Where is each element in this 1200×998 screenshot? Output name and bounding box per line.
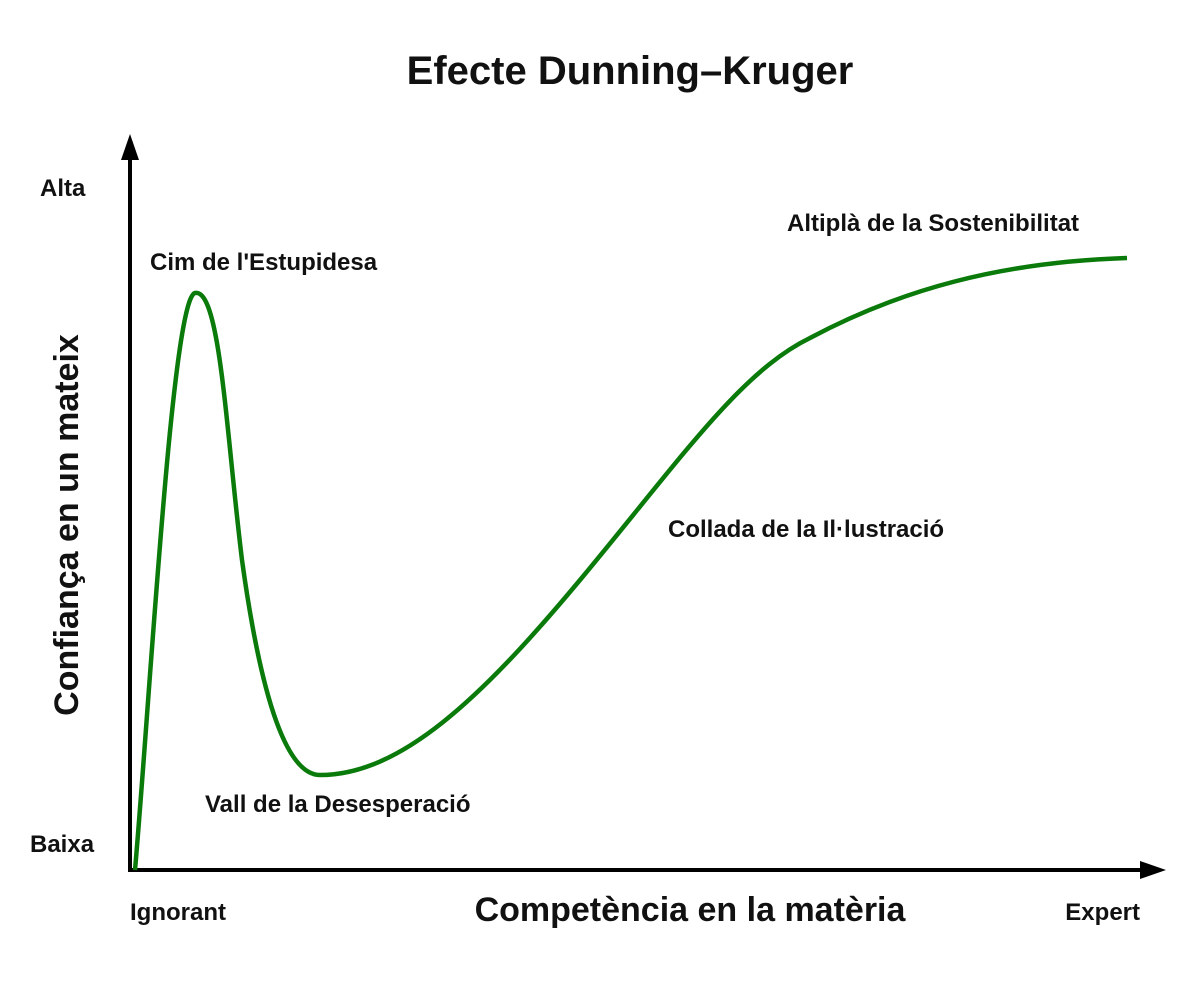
x-low-label: Ignorant xyxy=(130,899,226,926)
annotation: Vall de la Desesperació xyxy=(205,791,471,818)
y-axis-title: Confiança en un mateix xyxy=(48,334,86,716)
annotation: Altiplà de la Sostenibilitat xyxy=(787,210,1079,237)
y-axis-arrow xyxy=(121,134,139,160)
y-low-label: Baixa xyxy=(30,831,95,858)
confidence-curve xyxy=(132,255,1128,871)
x-axis-title: Competència en la matèria xyxy=(475,891,907,929)
x-axis-arrow xyxy=(1140,861,1166,879)
annotation: Collada de la Il·lustració xyxy=(668,516,944,543)
x-high-label: Expert xyxy=(1065,899,1140,926)
y-high-label: Alta xyxy=(40,175,86,202)
annotation: Cim de l'Estupidesa xyxy=(150,249,378,276)
title: Efecte Dunning–Kruger xyxy=(407,49,854,93)
